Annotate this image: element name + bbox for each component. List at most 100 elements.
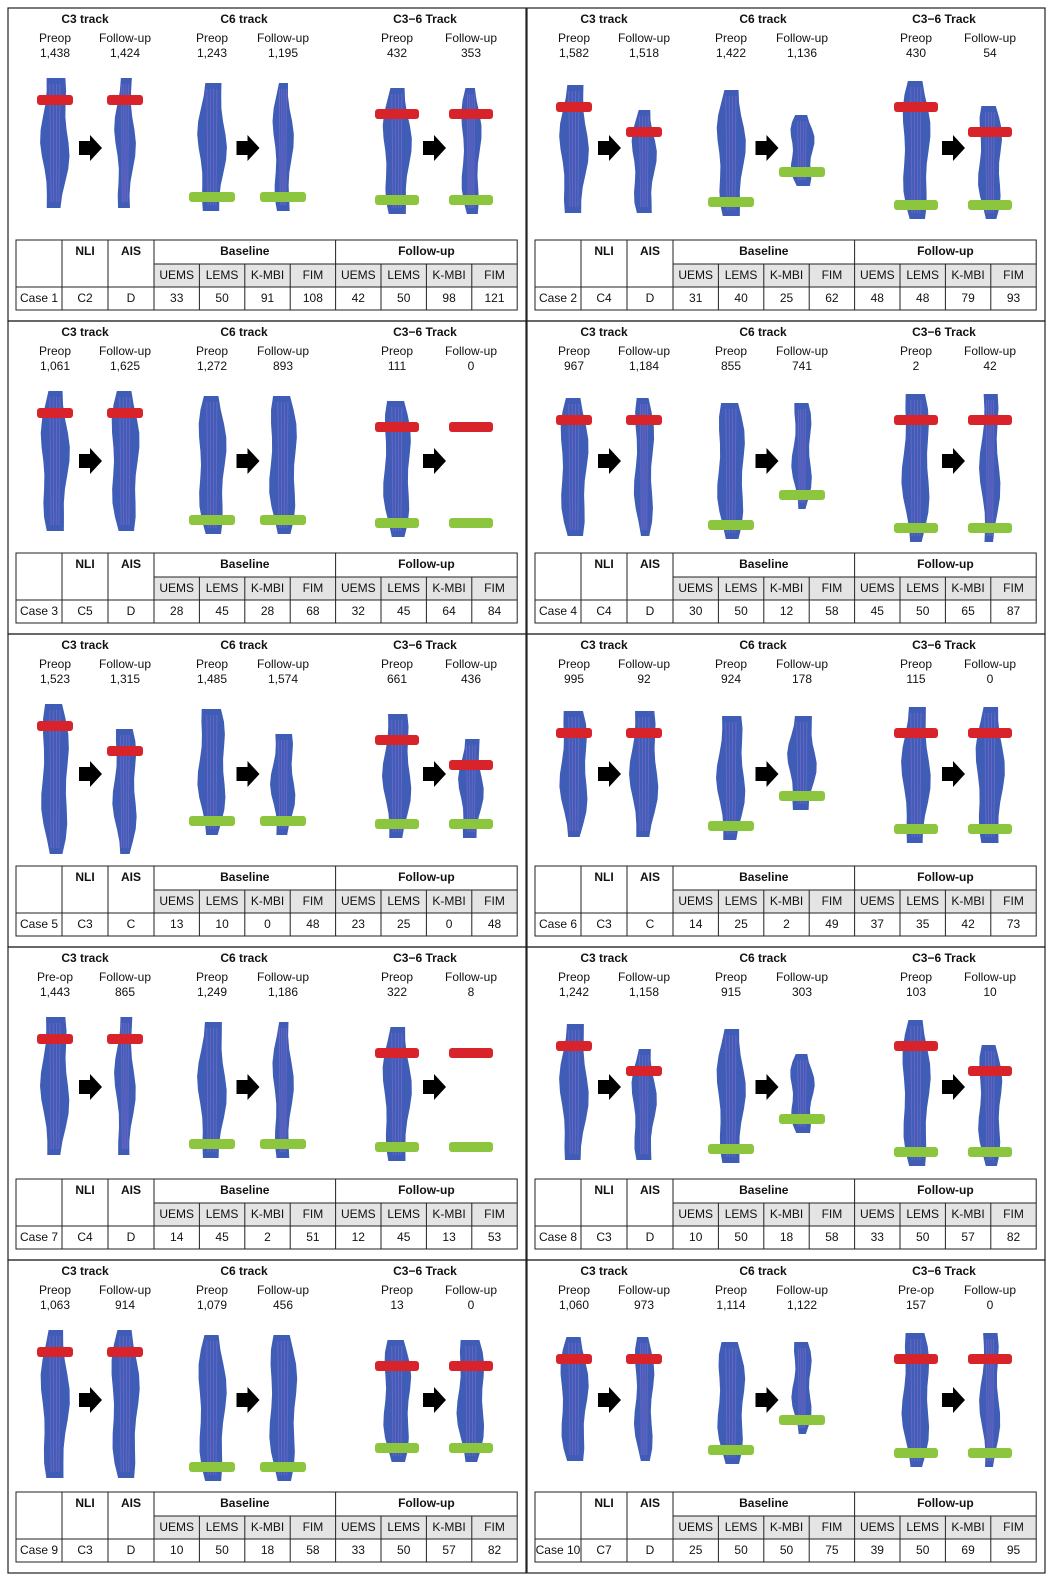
score-cell: 57 bbox=[442, 1543, 456, 1557]
track-title: C3−6 Track bbox=[912, 638, 976, 652]
track-title: C3−6 Track bbox=[912, 1264, 976, 1278]
measure-header: FIM bbox=[303, 1520, 324, 1534]
track-title: C3−6 Track bbox=[912, 951, 976, 965]
seed-disk-green bbox=[968, 523, 1012, 533]
track-title: C6 track bbox=[739, 638, 787, 652]
post-count: 436 bbox=[461, 672, 481, 686]
fiber bbox=[210, 1341, 211, 1475]
score-cell: 42 bbox=[961, 917, 975, 931]
pre-label: Preop bbox=[381, 344, 413, 358]
seed-disk-red bbox=[107, 1034, 143, 1044]
seed-disk-green bbox=[260, 816, 306, 826]
seed-disk-red bbox=[375, 1048, 419, 1058]
figure: C3 trackPreop1,438Follow-up1,424C6 track… bbox=[0, 0, 1049, 1588]
measure-header: FIM bbox=[303, 894, 324, 908]
measure-header: UEMS bbox=[341, 894, 376, 908]
arrow bbox=[756, 1387, 779, 1413]
nli-cell: C3 bbox=[596, 917, 612, 931]
fiber bbox=[281, 1341, 282, 1475]
post-count: 92 bbox=[637, 672, 651, 686]
score-cell: 50 bbox=[734, 1230, 748, 1244]
ais-cell: C bbox=[127, 917, 136, 931]
score-cell: 12 bbox=[352, 1230, 366, 1244]
ais-cell: D bbox=[646, 1230, 655, 1244]
post-label: Follow-up bbox=[445, 31, 497, 45]
post-label: Follow-up bbox=[776, 31, 828, 45]
seed-disk-green bbox=[189, 515, 235, 525]
seed-disk-green bbox=[708, 1445, 754, 1455]
measure-header: K-MBI bbox=[251, 1520, 284, 1534]
post-label: Follow-up bbox=[776, 970, 828, 984]
measure-header: K-MBI bbox=[951, 268, 984, 282]
score-cell: 62 bbox=[825, 291, 839, 305]
post-label: Follow-up bbox=[964, 31, 1016, 45]
pre-label: Preop bbox=[39, 344, 71, 358]
case-label: Case 1 bbox=[20, 291, 58, 305]
pre-count: 1,061 bbox=[40, 359, 70, 373]
pre-label: Preop bbox=[196, 1283, 228, 1297]
ais-header: AIS bbox=[640, 1496, 660, 1510]
ais-header: AIS bbox=[640, 244, 660, 258]
score-cell: 108 bbox=[303, 291, 323, 305]
fiber bbox=[729, 722, 730, 834]
measure-header: UEMS bbox=[678, 268, 713, 282]
track-title: C3−6 Track bbox=[912, 325, 976, 339]
pre-label: Preop bbox=[715, 1283, 747, 1297]
measure-header: K-MBI bbox=[432, 894, 465, 908]
measure-header: K-MBI bbox=[251, 1207, 284, 1221]
score-cell: 25 bbox=[734, 917, 748, 931]
seed-disk-red bbox=[894, 415, 938, 425]
arrow bbox=[756, 448, 779, 474]
seed-disk-green bbox=[260, 192, 306, 202]
fiber-tract bbox=[197, 1022, 227, 1158]
post-count: 303 bbox=[792, 985, 812, 999]
seed-disk-red bbox=[556, 102, 592, 112]
pre-label: Preop bbox=[196, 970, 228, 984]
seed-disk-green bbox=[708, 821, 754, 831]
post-count: 0 bbox=[468, 1298, 475, 1312]
measure-header: K-MBI bbox=[432, 581, 465, 595]
post-count: 54 bbox=[983, 46, 997, 60]
pre-count: 432 bbox=[387, 46, 407, 60]
pre-count: 1,243 bbox=[197, 46, 227, 60]
ais-cell: C bbox=[646, 917, 655, 931]
fiber bbox=[210, 402, 211, 528]
track-title: C3 track bbox=[61, 1264, 109, 1278]
pre-count: 157 bbox=[906, 1298, 926, 1312]
seed-disk-red bbox=[37, 721, 73, 731]
score-cell: 68 bbox=[306, 604, 320, 618]
track-title: C3 track bbox=[580, 1264, 628, 1278]
score-cell: 50 bbox=[916, 1230, 930, 1244]
arrow bbox=[237, 761, 260, 787]
baseline-header: Baseline bbox=[739, 244, 789, 258]
seed-disk-green bbox=[779, 490, 825, 500]
pre-label: Preop bbox=[39, 1283, 71, 1297]
score-cell: 84 bbox=[488, 604, 502, 618]
seed-disk-red bbox=[375, 1361, 419, 1371]
pre-label: Preop bbox=[381, 31, 413, 45]
score-cell: 31 bbox=[689, 291, 703, 305]
post-label: Follow-up bbox=[257, 31, 309, 45]
seed-disk-green bbox=[708, 520, 754, 530]
ais-cell: D bbox=[127, 291, 136, 305]
seed-disk-red bbox=[894, 728, 938, 738]
post-count: 973 bbox=[634, 1298, 654, 1312]
measure-header: FIM bbox=[822, 581, 843, 595]
measure-header: FIM bbox=[484, 581, 505, 595]
ais-cell: D bbox=[127, 604, 136, 618]
arrow bbox=[79, 135, 102, 161]
score-cell: 35 bbox=[916, 917, 930, 931]
pre-label: Preop bbox=[715, 657, 747, 671]
measure-header: K-MBI bbox=[770, 268, 803, 282]
score-cell: 32 bbox=[352, 604, 366, 618]
track-title: C3−6 Track bbox=[393, 12, 457, 26]
arrow bbox=[79, 1387, 102, 1413]
post-count: 1,186 bbox=[268, 985, 298, 999]
seed-disk-green bbox=[779, 791, 825, 801]
pre-label: Pre-op bbox=[37, 970, 73, 984]
followup-header: Follow-up bbox=[917, 244, 974, 258]
baseline-header: Baseline bbox=[220, 557, 270, 571]
track-title: C6 track bbox=[739, 12, 787, 26]
post-count: 1,315 bbox=[110, 672, 140, 686]
measure-header: K-MBI bbox=[432, 1207, 465, 1221]
